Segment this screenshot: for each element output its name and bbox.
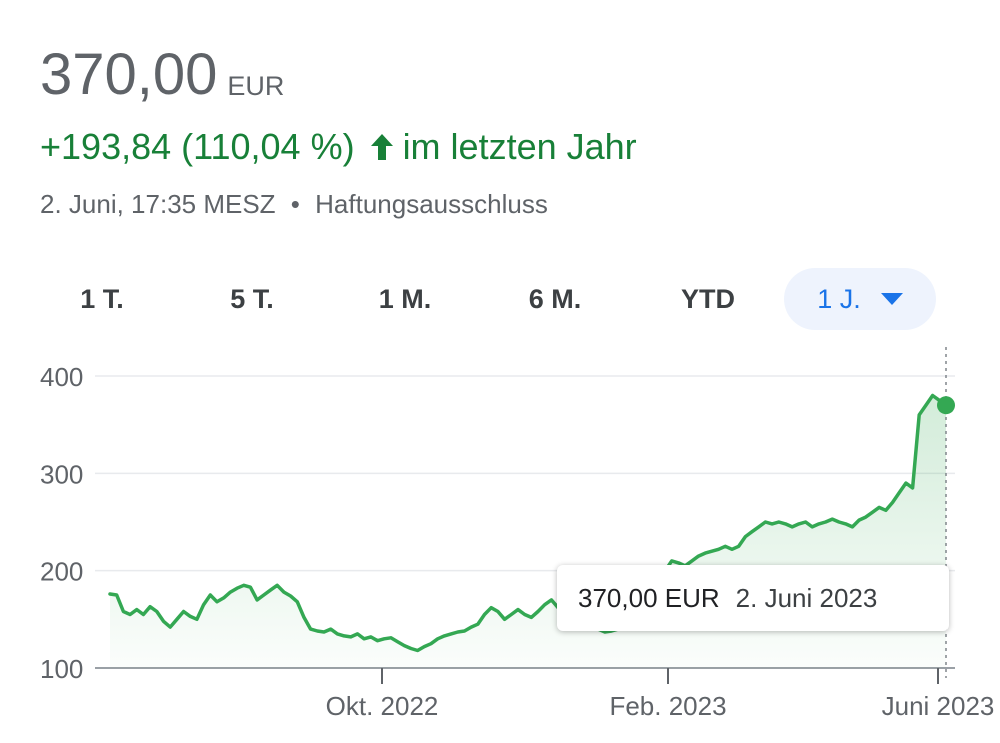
- range-1-year-dropdown[interactable]: 1 J.: [784, 268, 936, 330]
- timestamp-row: 2. Juni, 17:35 MESZ • Haftungsausschluss: [40, 189, 548, 220]
- x-tick-label: Feb. 2023: [609, 691, 726, 721]
- disclaimer-link[interactable]: Haftungsausschluss: [315, 189, 548, 219]
- range-ytd[interactable]: YTD: [681, 284, 735, 314]
- range-5-days[interactable]: 5 T.: [230, 284, 274, 314]
- y-tick-label: 100: [40, 654, 83, 684]
- y-tick-label: 400: [40, 362, 83, 392]
- chart-tooltip: 370,00 EUR 2. Juni 2023: [557, 565, 949, 631]
- y-tick-label: 300: [40, 459, 83, 489]
- price-chart[interactable]: 400 300 200 100 Okt. 2022 Feb. 2023 Juni 2023: [0, 345, 1000, 743]
- series-line: [108, 393, 948, 653]
- x-tick-label: Okt. 2022: [326, 691, 439, 721]
- tooltip-date: 2. Juni 2023: [735, 582, 878, 613]
- timestamp: 2. Juni, 17:35 MESZ: [40, 189, 276, 219]
- separator: •: [290, 189, 300, 219]
- range-1-year-label: 1 J.: [817, 284, 861, 314]
- change-row: +193,84 (110,04 %) im letzten Jahr: [40, 126, 637, 168]
- y-tick-label: 200: [40, 557, 83, 587]
- change-period: im letzten Jahr: [402, 126, 637, 167]
- x-tick-label: Juni 2023: [882, 691, 995, 721]
- range-1-month[interactable]: 1 M.: [378, 284, 432, 314]
- tooltip-value: 370,00 EUR: [578, 582, 720, 613]
- arrow-up-icon: [369, 132, 395, 162]
- change-value: +193,84 (110,04 %): [40, 126, 355, 167]
- range-6-months[interactable]: 6 M.: [528, 284, 582, 314]
- price-row: 370,00 EUR: [40, 44, 284, 106]
- chevron-down-icon: [880, 292, 903, 305]
- price-value: 370,00: [40, 42, 218, 107]
- range-selector: 1 T. 5 T. 1 M. 6 M. YTD 1 J.: [0, 268, 1000, 330]
- current-point-marker: [937, 396, 955, 415]
- price-currency: EUR: [227, 71, 285, 101]
- range-1-day[interactable]: 1 T.: [80, 284, 124, 314]
